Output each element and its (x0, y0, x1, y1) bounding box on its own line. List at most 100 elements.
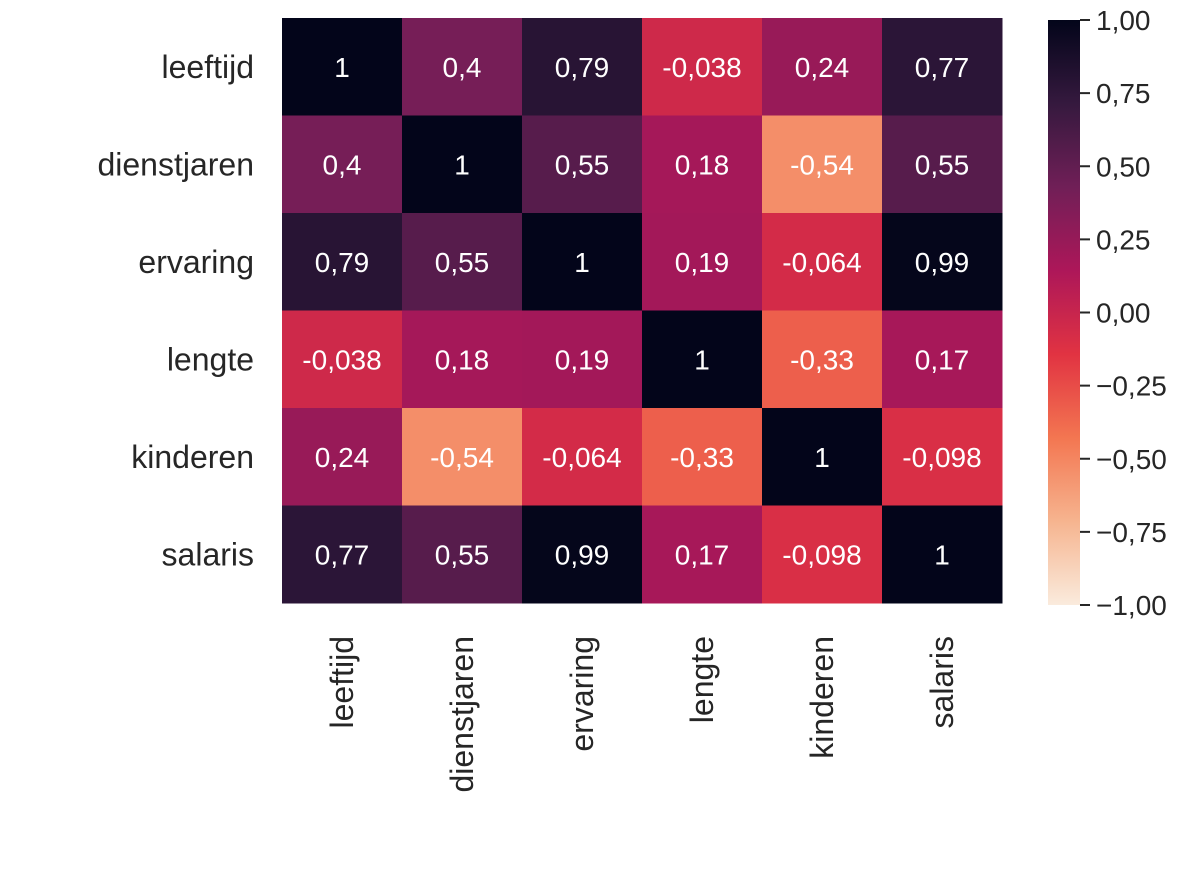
heatmap-cell-dienstjaren-lengte (642, 115, 763, 214)
heatmap-cell-salaris-ervaring (522, 505, 643, 604)
cell-annotation: 0,99 (915, 247, 970, 278)
column-label-leeftijd: leeftijd (324, 636, 360, 729)
heatmap-cell-dienstjaren-kinderen (762, 115, 883, 214)
cell-annotation: -0,038 (302, 344, 381, 375)
heatmap-cell-kinderen-ervaring (522, 408, 643, 506)
cell-annotation: 0,55 (435, 539, 490, 570)
cell-annotation: 0,4 (443, 52, 482, 83)
row-label-ervaring: ervaring (138, 244, 254, 280)
colorbar: 1,00 0,75 0,50 0,25 0,00 −0,25 −0,50 −0,75 −1,00 (1048, 5, 1167, 621)
heatmap-cell-ervaring-lengte (642, 213, 763, 311)
heatmap-cell-dienstjaren-ervaring (522, 115, 643, 214)
colorbar-tick-label: 0,00 (1096, 298, 1151, 329)
heatmap-cell-salaris-lengte (642, 505, 763, 604)
cell-annotation: 0,79 (555, 52, 610, 83)
cell-annotation: -0,064 (782, 247, 861, 278)
colorbar-tick-label: −0,75 (1096, 517, 1167, 548)
cell-annotation: 0,79 (315, 247, 370, 278)
column-label-kinderen: kinderen (804, 636, 840, 759)
heatmap-cell-kinderen-leeftijd (282, 408, 403, 506)
colorbar-tick-label: 0,25 (1096, 224, 1151, 255)
heatmap-cell-leeftijd-salaris (882, 18, 1003, 116)
heatmap-cell-leeftijd-leeftijd (282, 18, 403, 116)
cell-annotation: -0,038 (662, 52, 741, 83)
heatmap-cell-salaris-kinderen (762, 505, 883, 604)
cell-annotation: 1 (814, 442, 830, 473)
cell-annotation: 0,77 (315, 539, 370, 570)
cell-annotation: 0,18 (435, 344, 490, 375)
cell-annotation: 1 (334, 52, 350, 83)
cell-annotation: -0,33 (790, 344, 854, 375)
colorbar-tick-label: −0,50 (1096, 444, 1167, 475)
colorbar-gradient (1048, 20, 1080, 605)
heatmap-cell-ervaring-leeftijd (282, 213, 403, 311)
cell-annotation: -0,064 (542, 442, 621, 473)
heatmap-cell-lengte-lengte (642, 310, 763, 409)
cell-annotation: 0,24 (795, 52, 850, 83)
cell-annotation: 0,18 (675, 149, 730, 180)
heatmap-cell-salaris-salaris (882, 505, 1003, 604)
column-label-lengte: lengte (684, 636, 720, 723)
cell-annotation: 1 (694, 344, 710, 375)
heatmap-cell-leeftijd-ervaring (522, 18, 643, 116)
heatmap-cell-lengte-leeftijd (282, 310, 403, 409)
heatmap-cell-dienstjaren-salaris (882, 115, 1003, 214)
heatmap-cell-ervaring-kinderen (762, 213, 883, 311)
heatmap-cell-lengte-ervaring (522, 310, 643, 409)
cell-annotation: 0,17 (915, 344, 970, 375)
heatmap-cell-dienstjaren-leeftijd (282, 115, 403, 214)
colorbar-tick-label: 1,00 (1096, 5, 1151, 36)
cell-annotation: -0,098 (902, 442, 981, 473)
heatmap-cell-dienstjaren-dienstjaren (402, 115, 523, 214)
cell-annotation: 0,4 (323, 149, 362, 180)
row-label-kinderen: kinderen (131, 439, 254, 475)
cell-annotation: 0,99 (555, 539, 610, 570)
cell-annotation: 0,24 (315, 442, 370, 473)
heatmap-cell-leeftijd-dienstjaren (402, 18, 523, 116)
heatmap-annotations: 1 0,4 0,79 -0,038 0,24 0,77 0,4 1 0,55 0,18 -0,54 0… (302, 52, 981, 571)
cell-annotation: 1 (574, 247, 590, 278)
heatmap-cell-leeftijd-lengte (642, 18, 763, 116)
colorbar-tick-label: −1,00 (1096, 590, 1167, 621)
heatmap-cell-lengte-dienstjaren (402, 310, 523, 409)
heatmap-cell-salaris-dienstjaren (402, 505, 523, 604)
colorbar-tick-label: 0,75 (1096, 78, 1151, 109)
colorbar-tick-label: −0,25 (1096, 371, 1167, 402)
colorbar-tick-label: 0,50 (1096, 151, 1151, 182)
cell-annotation: 0,55 (915, 149, 970, 180)
row-label-dienstjaren: dienstjaren (97, 146, 254, 182)
cell-annotation: -0,098 (782, 539, 861, 570)
heatmap-cell-lengte-salaris (882, 310, 1003, 409)
heatmap-cells (282, 18, 1003, 604)
row-label-leeftijd: leeftijd (162, 49, 255, 85)
cell-annotation: 0,19 (675, 247, 730, 278)
heatmap-cell-kinderen-kinderen (762, 408, 883, 506)
heatmap-cell-salaris-leeftijd (282, 505, 403, 604)
cell-annotation: -0,33 (670, 442, 734, 473)
cell-annotation: 0,77 (915, 52, 970, 83)
column-label-ervaring: ervaring (564, 636, 600, 752)
cell-annotation: 0,17 (675, 539, 730, 570)
cell-annotation: -0,54 (430, 442, 494, 473)
column-labels: leeftijd dienstjaren ervaring lengte kindere… (324, 636, 960, 793)
heatmap-cell-lengte-kinderen (762, 310, 883, 409)
cell-annotation: 0,55 (435, 247, 490, 278)
heatmap-cell-kinderen-salaris (882, 408, 1003, 506)
column-label-salaris: salaris (924, 636, 960, 728)
cell-annotation: 0,55 (555, 149, 610, 180)
heatmap-cell-ervaring-dienstjaren (402, 213, 523, 311)
heatmap-cell-ervaring-ervaring (522, 213, 643, 311)
heatmap-cell-ervaring-salaris (882, 213, 1003, 311)
row-labels: leeftijd dienstjaren ervaring lengte kindere… (97, 49, 254, 573)
cell-annotation: 0,19 (555, 344, 610, 375)
cell-annotation: 1 (934, 539, 950, 570)
column-label-dienstjaren: dienstjaren (444, 636, 480, 793)
heatmap-cell-kinderen-lengte (642, 408, 763, 506)
cell-annotation: -0,54 (790, 149, 854, 180)
row-label-salaris: salaris (162, 536, 254, 572)
cell-annotation: 1 (454, 149, 470, 180)
heatmap-cell-kinderen-dienstjaren (402, 408, 523, 506)
heatmap-cell-leeftijd-kinderen (762, 18, 883, 116)
row-label-lengte: lengte (167, 341, 254, 377)
